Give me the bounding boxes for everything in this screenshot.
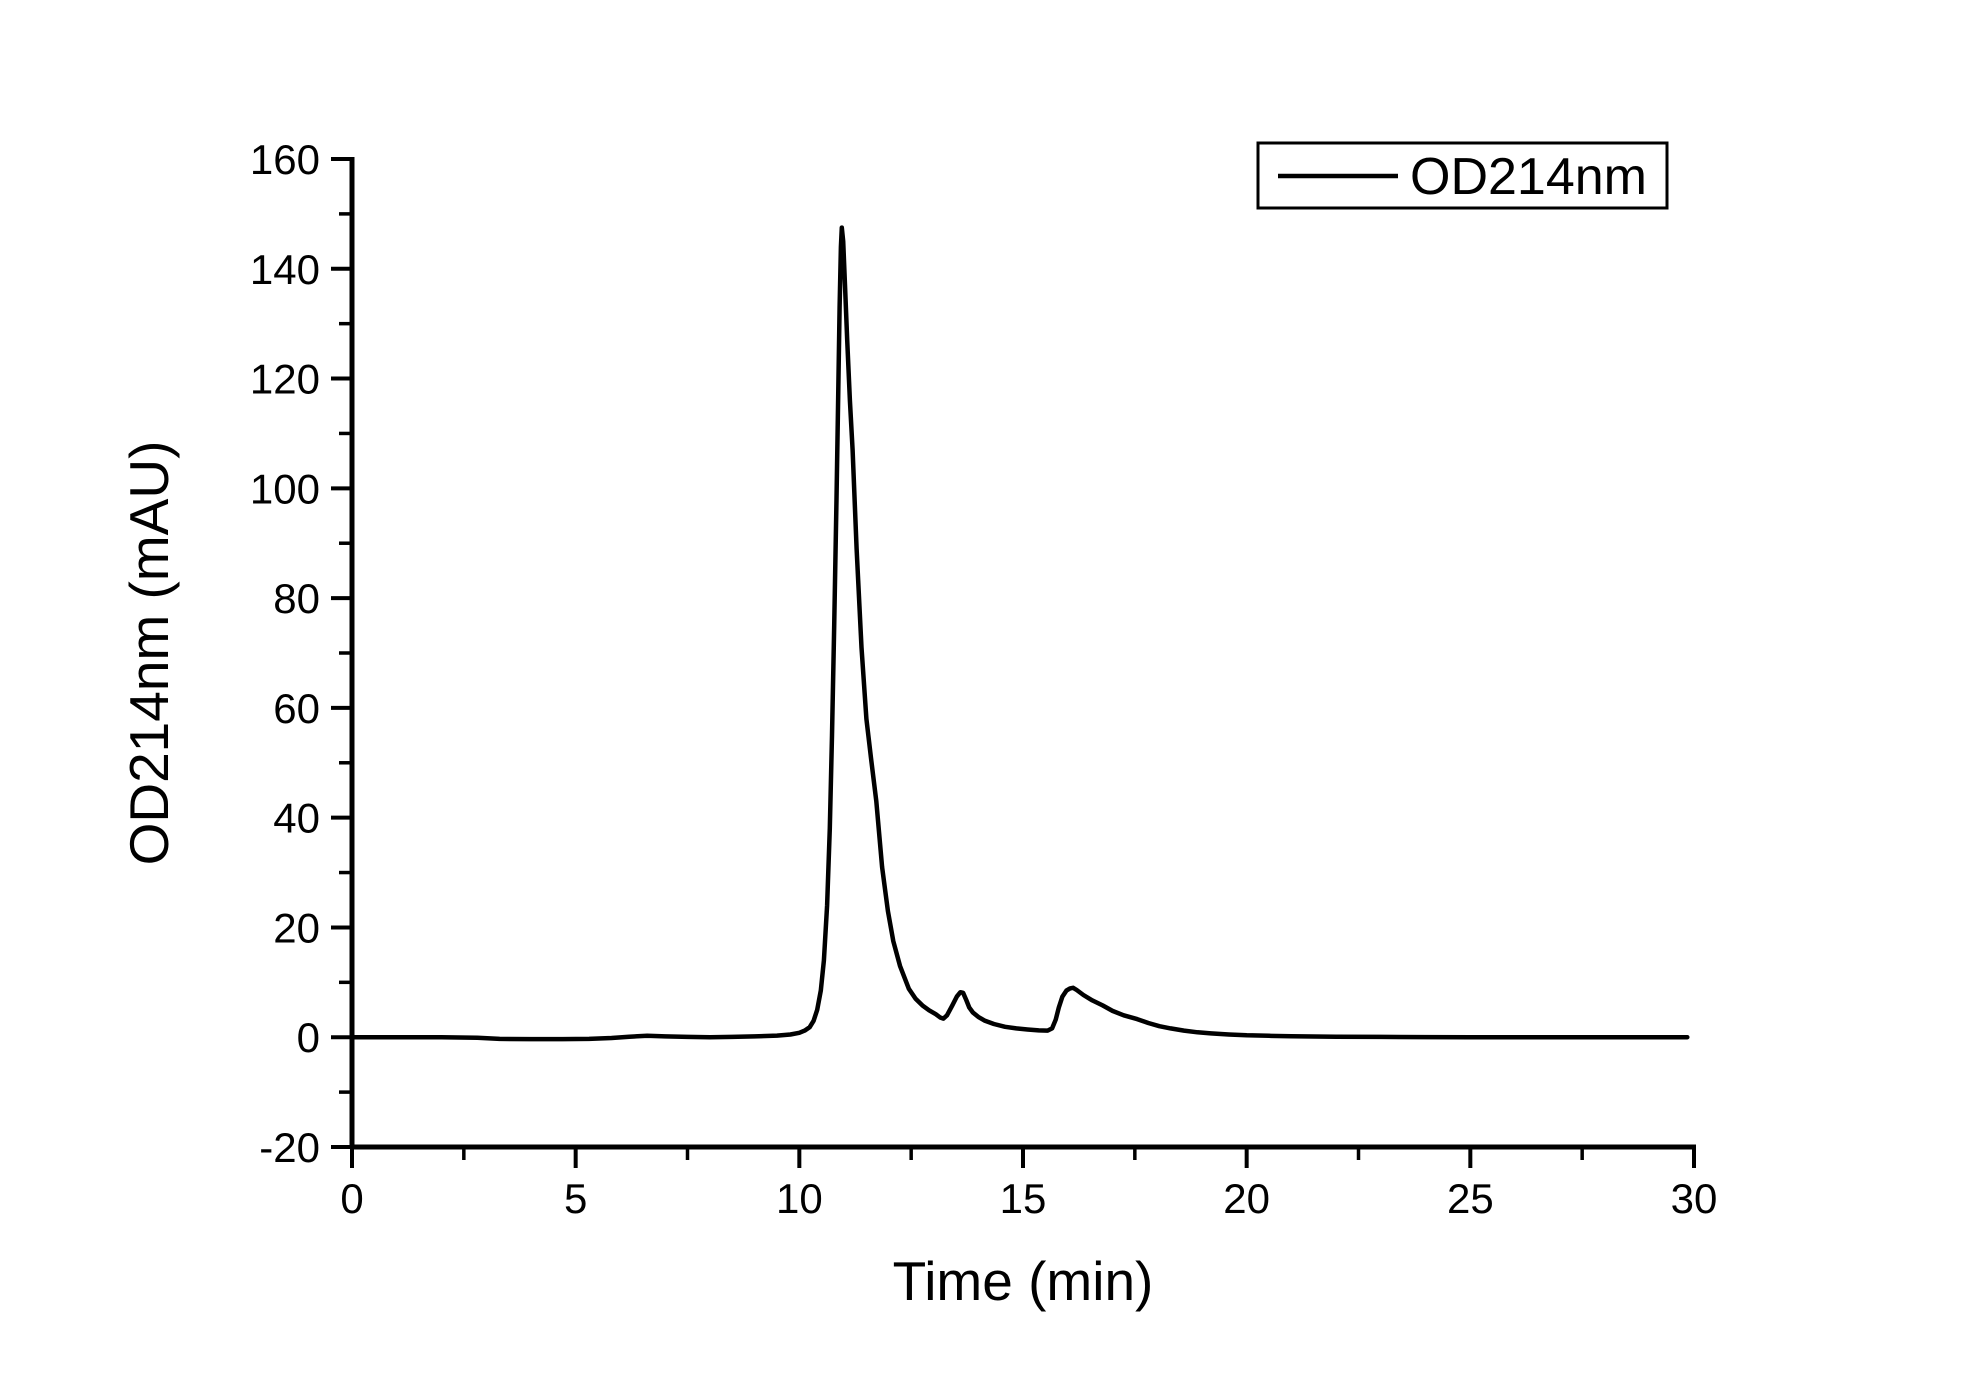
x-axis-minor-ticks: [462, 1149, 1584, 1160]
y-axis-minor-ticks: [339, 212, 350, 1094]
y-axis-major-ticks: [331, 157, 350, 1149]
y-tick-label: 100: [250, 465, 320, 512]
x-tick-label: 20: [1223, 1175, 1270, 1222]
y-tick-label: 20: [273, 904, 320, 951]
y-tick-label: 40: [273, 795, 320, 842]
y-tick-label: 0: [297, 1014, 320, 1061]
od214nm-trace: [349, 225, 1690, 1042]
y-tick-label: 80: [273, 575, 320, 622]
legend: OD214nm: [1256, 141, 1669, 210]
x-tick-label: 0: [340, 1175, 363, 1222]
y-tick-label: 160: [250, 136, 320, 183]
y-axis-title: OD214nm (mAU): [118, 441, 180, 866]
x-tick-label: 30: [1671, 1175, 1718, 1222]
y-tick-label: 60: [273, 685, 320, 732]
x-axis-tick-labels: 0 5 10 15 20 25 30: [340, 1175, 1717, 1222]
x-tick-label: 15: [1000, 1175, 1047, 1222]
y-tick-label: -20: [259, 1124, 320, 1171]
y-tick-label: 140: [250, 246, 320, 293]
y-axis-tick-labels: -20 0 20 40 60 80 100 120 140 160: [250, 136, 320, 1171]
legend-label: OD214nm: [1410, 148, 1647, 206]
x-axis-major-ticks: [350, 1149, 1696, 1168]
x-tick-label: 5: [564, 1175, 587, 1222]
x-tick-label: 10: [776, 1175, 823, 1222]
y-tick-label: 120: [250, 356, 320, 403]
x-tick-label: 25: [1447, 1175, 1494, 1222]
x-axis-title: Time (min): [893, 1250, 1154, 1312]
